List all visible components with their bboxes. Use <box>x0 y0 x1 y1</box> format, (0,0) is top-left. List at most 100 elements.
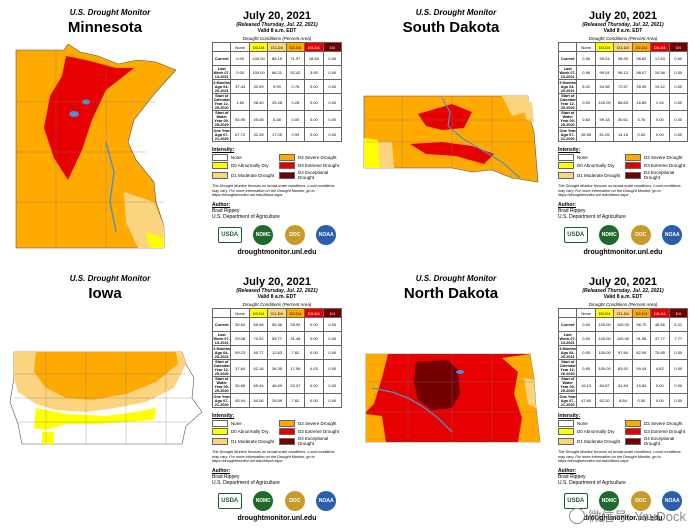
table-cell: 0.96 <box>576 65 596 80</box>
col-d1-d4: D1-D4 <box>267 42 287 52</box>
table-cell: 0.00 <box>668 376 689 394</box>
table-cell: 98.82 <box>631 51 652 66</box>
col-d4: D4 <box>322 308 343 318</box>
table-cell: 0.00 <box>304 127 324 142</box>
table-cell: 0.00 <box>304 79 324 94</box>
usda-logo: USDA <box>217 226 242 243</box>
table-cell: 0.00 <box>576 317 596 332</box>
author-org: U.S. Department of Agriculture <box>558 213 626 220</box>
intensity-label: Intensity: <box>558 413 581 419</box>
legend-swatch-d3 <box>625 162 641 169</box>
legend-item: D2 Severe Drought <box>279 154 342 161</box>
table-cell: 69.44 <box>248 376 269 394</box>
table-cell: 0.28 <box>285 93 306 111</box>
north-dakota-drought-map <box>365 353 541 443</box>
doc-logo: DOC <box>284 224 305 245</box>
table-cell: 100.00 <box>613 331 633 346</box>
table-cell: 86.15 <box>267 51 287 66</box>
row-label: Current <box>211 51 232 66</box>
col-d3-d4: D3-D4 <box>650 308 670 318</box>
table-cell: 94.98 <box>594 79 615 94</box>
table-cell: 0.00 <box>322 127 343 142</box>
table-cell: 30.61 <box>613 110 633 128</box>
legend-label: D3 Extreme Drought <box>644 163 686 168</box>
table-cell: 51.84 <box>613 376 633 394</box>
table-cell: 29.08 <box>230 331 250 346</box>
table-cell: 59.44 <box>631 359 652 377</box>
table-cell: 1.94 <box>650 93 670 111</box>
legend-label: None <box>577 155 588 160</box>
panel-minnesota: U.S. Drought Monitor Minnesota July 20, … <box>0 0 346 265</box>
valid-time: Valid 8 a.m. EDT <box>603 28 643 34</box>
col-d2-d4: D2-D4 <box>285 42 306 52</box>
table-cell: 15.13 <box>576 376 596 394</box>
table-cell: 0.00 <box>631 393 652 408</box>
doc-logo: DOC <box>630 224 651 245</box>
table-cell: 46.89 <box>267 376 287 394</box>
table-blank-header <box>557 42 578 52</box>
table-cell: 32.28 <box>248 127 269 142</box>
table-cell: 0.00 <box>322 359 343 377</box>
legend-label: None <box>577 421 588 426</box>
table-cell: 0.00 <box>304 376 324 394</box>
table-cell: 0.00 <box>668 93 689 111</box>
legend-item: None <box>558 420 621 427</box>
legend-swatch-d2 <box>279 154 295 161</box>
drought-conditions-table: None D0-D4 D1-D4 D2-D4 D3-D4 D4 Current 3… <box>211 308 343 408</box>
table-cell: 19.56 <box>650 65 670 80</box>
table-cell: 7.77 <box>668 331 689 346</box>
col-d3-d4: D3-D4 <box>650 42 670 52</box>
row-label: Start of Water Year 09-29-2020 <box>557 376 578 394</box>
table-cell: 0.00 <box>285 110 306 128</box>
monitor-title: U.S. Drought Monitor <box>415 8 497 17</box>
legend-label: D4 Exceptional Drought <box>644 436 675 446</box>
table-cell: 45.94 <box>230 393 250 408</box>
table-cell: 4.03 <box>304 359 324 377</box>
col-none: None <box>230 42 250 52</box>
logos-row: USDA NDMC DOC NOAA <box>558 224 688 246</box>
legend-swatch-d3 <box>625 428 641 435</box>
table-cell: 0.00 <box>668 393 689 408</box>
noaa-logo: NOAA <box>316 490 337 511</box>
legend-swatch-none <box>212 420 228 427</box>
table-header-row: None D0-D4 D1-D4 D2-D4 D3-D4 D4 <box>211 308 343 318</box>
doc-logo: DOC <box>284 490 305 511</box>
south-dakota-drought-map <box>363 95 539 183</box>
table-cell: 97.84 <box>613 345 633 360</box>
legend-label: D4 Exceptional Drought <box>298 436 329 446</box>
col-d3-d4: D3-D4 <box>304 308 324 318</box>
col-d1-d4: D1-D4 <box>267 308 287 318</box>
table-cell: 1.60 <box>230 93 250 111</box>
table-cell: 17.63 <box>650 51 670 66</box>
table-cell: 7.62 <box>285 345 306 360</box>
legend-swatch-d0 <box>558 428 574 435</box>
legend-label: D3 Extreme Drought <box>644 429 686 434</box>
table-cell: 67.72 <box>230 127 250 142</box>
legend-label: D2 Severe Drought <box>644 155 683 160</box>
info-column: July 20, 2021 (Released Thursday, Jul. 2… <box>211 4 343 256</box>
legend-swatch-d4 <box>625 437 641 445</box>
released-date: (Released Thursday, Jul. 22, 2021) <box>236 22 318 28</box>
table-cell: 0.00 <box>322 65 343 80</box>
table-cell: 0.00 <box>650 110 670 128</box>
legend-swatch-d4 <box>279 437 295 445</box>
table-cell: 16.65 <box>631 93 652 111</box>
panel-iowa: U.S. Drought Monitor Iowa July 20, 2021 … <box>0 266 346 531</box>
table-cell: 98.40 <box>248 93 269 111</box>
state-name: South Dakota <box>402 19 500 36</box>
legend-item: None <box>212 154 275 161</box>
legend-label: D2 Severe Drought <box>298 155 337 160</box>
table-header-row: None D0-D4 D1-D4 D2-D4 D3-D4 D4 <box>557 308 689 318</box>
table-cell: 0.99 <box>285 127 306 142</box>
legend-swatch-d4 <box>279 171 295 179</box>
table-cell: 0.00 <box>631 127 652 142</box>
note-text: The Drought Monitor focuses on broad-sca… <box>212 450 335 463</box>
legend-swatch-d0 <box>558 162 574 169</box>
table-row: 3 Months Ago 04-20-2021 5.02 94.98 72.57 35.… <box>557 79 689 94</box>
legend-swatch-d1 <box>558 437 574 445</box>
table-cell: 100.00 <box>594 331 615 346</box>
table-cell: 8.84 <box>613 393 633 408</box>
monitor-title: U.S. Drought Monitor <box>415 274 497 283</box>
row-label: 3 Months Ago 04-20-2021 <box>211 79 232 94</box>
table-cell: 59.23 <box>230 345 250 360</box>
